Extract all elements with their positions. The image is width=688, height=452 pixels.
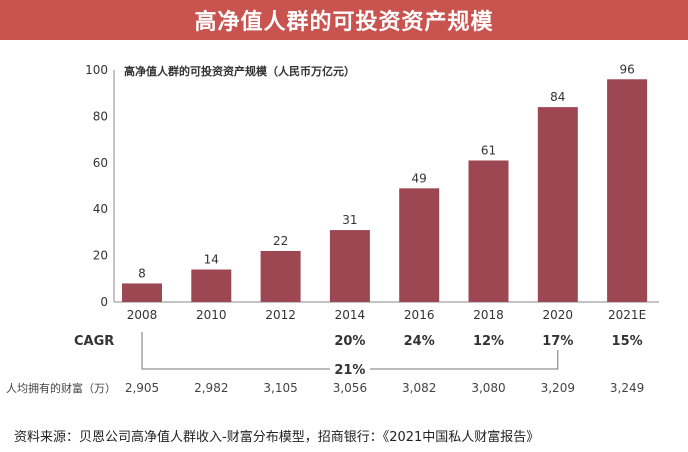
x-tick-labels: 2008 2010 2012 2014 2016 2018 2020 2021E (127, 308, 646, 322)
cagr-overall-bracket: 21% (141, 332, 559, 378)
bar-value-label: 8 (138, 266, 146, 280)
cagr-bracket-line (141, 332, 559, 370)
bar-value-label: 22 (273, 234, 288, 248)
y-tick-label: 100 (85, 63, 108, 77)
x-tick-label: 2008 (127, 308, 158, 322)
cagr-value: 12% (473, 334, 504, 349)
page-title: 高净值人群的可投资资产规模 (194, 10, 494, 35)
chart-title: 高净值人群的可投资资产规模（人民币万亿元） (124, 64, 355, 78)
cagr-value: 17% (542, 334, 573, 349)
wealth-per-capita-value: 3,209 (541, 381, 575, 395)
y-tick-labels: 0 20 40 60 80 100 (85, 63, 108, 309)
cagr-value: 24% (404, 334, 435, 349)
x-tick-label: 2012 (265, 308, 296, 322)
bar (607, 79, 648, 302)
wealth-per-capita-value: 2,905 (125, 381, 159, 395)
x-tick-label: 2018 (473, 308, 504, 322)
bar-value-label: 31 (342, 213, 357, 227)
x-tick-label: 2020 (543, 308, 574, 322)
wealth-per-capita-value: 3,056 (333, 381, 367, 395)
bars (122, 79, 648, 303)
wealth-per-capita-value: 3,105 (263, 381, 297, 395)
bar (260, 250, 301, 302)
cagr-value: 20% (334, 334, 365, 349)
bar (122, 283, 162, 302)
wealth-per-capita-value: 3,249 (610, 381, 644, 395)
wealth-per-capita-value: 2,982 (194, 381, 228, 395)
bar (191, 269, 232, 302)
data-labels: 8 14 22 31 49 61 84 96 (138, 62, 635, 280)
bar-value-label: 49 (412, 171, 427, 185)
wealth-per-capita-values: 2,905 2,982 3,105 3,056 3,082 3,080 3,209 3,249 (125, 381, 644, 395)
y-tick-label: 20 (93, 249, 108, 263)
source-note: 资料来源：贝恩公司高净值人群收入-财富分布模型，招商银行：《2021中国私人财富… (14, 430, 540, 445)
bar (468, 160, 509, 302)
bar (329, 230, 370, 302)
y-tick-label: 40 (93, 202, 108, 216)
x-tick-label: 2014 (335, 308, 366, 322)
wealth-per-capita-value: 3,082 (402, 381, 436, 395)
bar-chart: 高净值人群的可投资资产规模（人民币万亿元） 0 20 40 60 80 100 8 14 22… (6, 62, 660, 395)
cagr-overall-value: 21% (334, 363, 365, 378)
y-tick-label: 60 (93, 156, 108, 170)
x-tick-label: 2016 (404, 308, 435, 322)
cagr-value: 15% (612, 334, 643, 349)
bar-value-label: 14 (204, 253, 219, 267)
bar-value-label: 96 (619, 62, 634, 76)
bar (399, 188, 440, 302)
cagr-values: 20% 24% 12% 17% 15% (334, 334, 642, 349)
bar-value-label: 84 (550, 90, 565, 104)
x-tick-label: 2010 (196, 308, 227, 322)
bar (537, 107, 578, 303)
y-tick-label: 80 (93, 109, 108, 123)
bar-value-label: 61 (481, 143, 496, 157)
wealth-per-capita-label: 人均拥有的财富（万） (6, 381, 116, 395)
wealth-per-capita-value: 3,080 (471, 381, 505, 395)
y-tick-label: 0 (100, 295, 108, 309)
cagr-label: CAGR (74, 334, 114, 349)
x-tick-label: 2021E (608, 308, 646, 322)
title-bar: 高净值人群的可投资资产规模 (0, 0, 688, 40)
